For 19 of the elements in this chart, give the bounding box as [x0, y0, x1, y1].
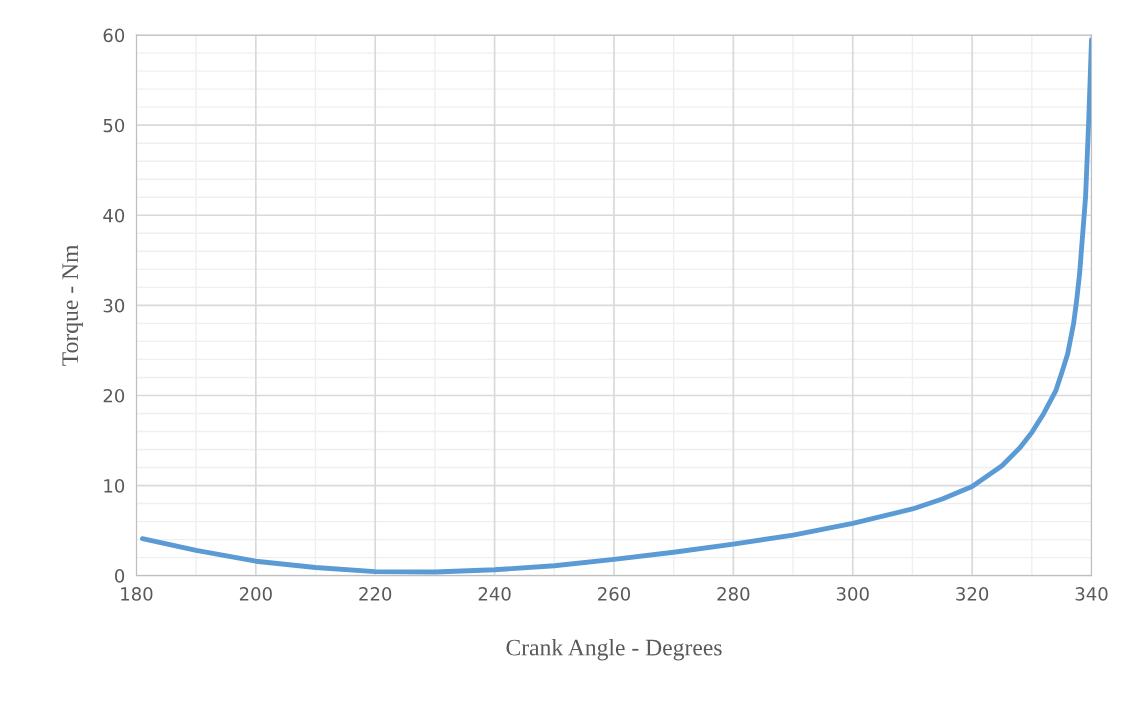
y-tick-label: 0 — [115, 569, 125, 583]
y-tick-label: 20 — [103, 388, 125, 403]
y-tick-label: 30 — [103, 298, 125, 313]
line-series — [139, 37, 1092, 575]
x-axis-title: Crank Angle - Degrees — [506, 638, 722, 661]
x-tick-label: 340 — [1075, 587, 1108, 601]
x-tick-label: 240 — [478, 587, 511, 601]
y-tick-label: 50 — [103, 118, 125, 133]
x-tick-label: 320 — [956, 587, 989, 601]
x-tick-label: 300 — [836, 587, 869, 601]
x-tick-label: 200 — [239, 587, 272, 601]
x-tick-label: 180 — [121, 587, 153, 601]
y-tick-label: 10 — [104, 479, 125, 493]
y-tick-label: 60 — [103, 28, 125, 43]
x-tick-label: 280 — [717, 587, 750, 601]
x-tick-label: 220 — [359, 587, 392, 601]
x-tick-label: 260 — [598, 587, 631, 601]
y-axis-title: Torque - Nm — [62, 244, 83, 366]
y-tick-label: 40 — [103, 208, 125, 223]
